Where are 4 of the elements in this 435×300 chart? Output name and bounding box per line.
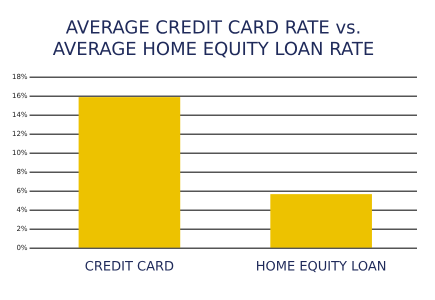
text: AVERAGE HOME EQUITY LOAN RATE bbox=[52, 39, 374, 60]
x-tick-label: CREDIT CARD bbox=[84, 260, 174, 275]
x-tick-label: HOME EQUITY LOAN bbox=[256, 260, 387, 275]
text: AVERAGE CREDIT CARD RATE vs. bbox=[66, 17, 362, 38]
